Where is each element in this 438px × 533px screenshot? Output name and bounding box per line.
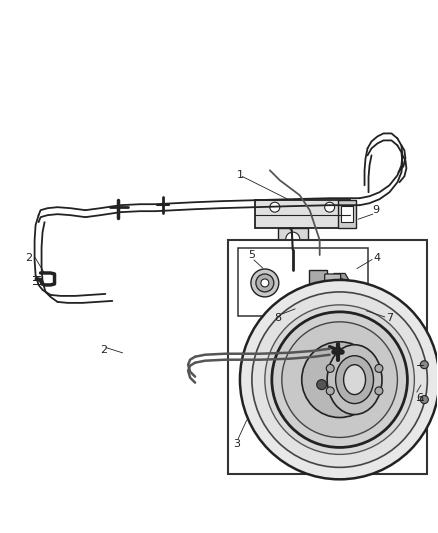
Circle shape [311, 258, 328, 276]
Text: 2: 2 [25, 253, 32, 263]
Circle shape [252, 292, 427, 467]
Text: 1: 1 [237, 170, 244, 180]
Ellipse shape [343, 365, 366, 394]
Text: 2: 2 [100, 345, 107, 355]
FancyBboxPatch shape [309, 270, 327, 296]
Circle shape [262, 295, 282, 315]
FancyBboxPatch shape [338, 200, 356, 228]
Circle shape [251, 269, 279, 297]
Circle shape [240, 280, 438, 479]
Circle shape [337, 308, 346, 318]
Circle shape [326, 387, 334, 395]
FancyBboxPatch shape [238, 248, 367, 316]
Circle shape [268, 301, 276, 309]
Ellipse shape [327, 345, 382, 415]
Circle shape [335, 278, 345, 288]
Circle shape [272, 312, 407, 447]
Circle shape [256, 274, 274, 292]
Text: 5: 5 [248, 250, 255, 260]
Circle shape [420, 395, 428, 403]
Text: 4: 4 [374, 253, 381, 263]
Circle shape [317, 379, 327, 390]
FancyBboxPatch shape [341, 206, 353, 222]
FancyBboxPatch shape [255, 200, 350, 228]
Text: 9: 9 [372, 205, 379, 215]
Circle shape [357, 295, 378, 315]
Circle shape [304, 251, 336, 283]
Text: 8: 8 [274, 313, 281, 323]
Text: 7: 7 [386, 313, 393, 323]
FancyBboxPatch shape [311, 246, 328, 260]
Circle shape [261, 279, 269, 287]
Text: 3: 3 [233, 439, 240, 449]
Circle shape [290, 275, 350, 335]
Circle shape [302, 342, 378, 417]
Circle shape [375, 365, 383, 373]
Circle shape [278, 263, 361, 347]
Circle shape [420, 361, 428, 369]
Circle shape [293, 308, 303, 318]
FancyBboxPatch shape [325, 274, 341, 292]
Circle shape [265, 305, 414, 455]
Polygon shape [328, 273, 350, 293]
FancyBboxPatch shape [278, 228, 308, 250]
Circle shape [326, 365, 334, 373]
Text: 6: 6 [416, 393, 423, 402]
Circle shape [364, 301, 371, 309]
Ellipse shape [336, 356, 374, 403]
Circle shape [286, 232, 300, 246]
Circle shape [270, 202, 280, 212]
FancyBboxPatch shape [228, 240, 427, 474]
Circle shape [325, 202, 335, 212]
Circle shape [375, 387, 383, 395]
Circle shape [282, 322, 397, 438]
FancyBboxPatch shape [285, 252, 355, 276]
